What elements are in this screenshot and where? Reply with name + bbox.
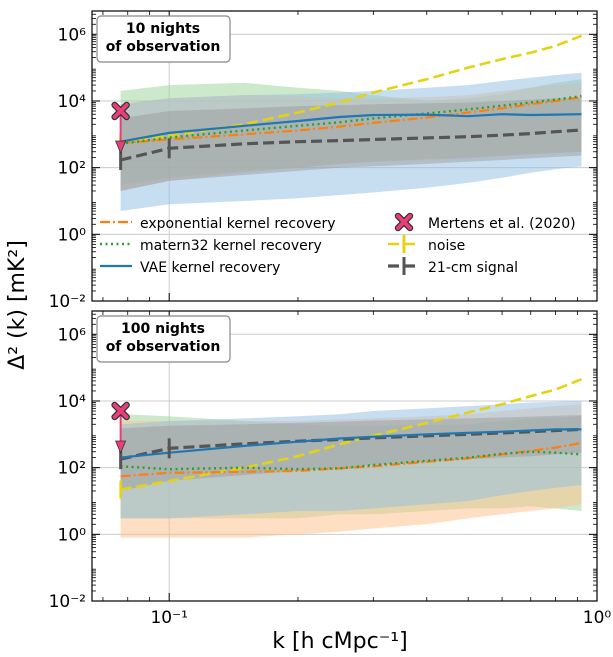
legend-item-noise: noise: [388, 235, 465, 254]
panel-title-box: [96, 15, 231, 63]
legend-item-matern: matern32 kernel recovery: [100, 238, 322, 254]
legend-label: matern32 kernel recovery: [140, 238, 322, 254]
series-line-signal: [120, 128, 582, 162]
mertens-arrow-head: [115, 140, 127, 155]
band-signal: [120, 98, 582, 191]
panel-title-line: 10 nights: [126, 21, 200, 37]
legend-label: Mertens et al. (2020): [428, 216, 576, 232]
mertens-arrow-head: [115, 440, 127, 455]
legend-item-signal: 21-cm signal: [388, 257, 518, 276]
y-tick-label: 10⁻²: [49, 592, 86, 612]
band-vae: [120, 72, 582, 211]
mertens-marker: [112, 103, 129, 120]
series-line-signal: [120, 427, 582, 461]
series-line-exp: [120, 441, 582, 478]
legend-item-vae: VAE kernel recovery: [100, 260, 280, 276]
series-line-matern: [120, 94, 582, 145]
y-tick-label: 10⁶: [58, 325, 87, 345]
panel-title-line: of observation: [106, 339, 221, 355]
series-line-vae: [120, 113, 582, 143]
panel-title-line: 100 nights: [121, 321, 205, 337]
series-line-matern: [120, 450, 582, 471]
y-tick-label: 10⁰: [58, 525, 87, 545]
y-tick-label: 10⁰: [58, 225, 87, 245]
plot-area: [111, 34, 582, 211]
series-line-exp: [120, 96, 582, 145]
legend: exponential kernel recovery matern32 kern…: [100, 212, 576, 276]
y-tick-label: 10²: [58, 159, 86, 179]
mertens-marker: [112, 403, 129, 420]
panel-title-line: of observation: [106, 39, 221, 55]
legend-label: VAE kernel recovery: [140, 260, 280, 276]
y-tick-label: 10⁶: [58, 25, 87, 45]
panel-frame: [91, 310, 598, 602]
panel-2: 10⁻² 10⁰ 10² 10⁴ 10⁶ 10⁻¹ 10⁰ 100 nights of obse…: [49, 310, 612, 628]
legend-label: noise: [428, 238, 465, 254]
legend-item-mertens: Mertens et al. (2020): [394, 212, 576, 232]
legend-label: exponential kernel recovery: [140, 216, 336, 232]
panel-1: 10⁻² 10⁰ 10² 10⁴ 10⁶ 10 nights of observation: [49, 10, 598, 312]
x-axis-label: k [h cMpc⁻¹]: [272, 629, 407, 654]
plot-area: [111, 377, 582, 538]
x-tick-label: 10⁻¹: [150, 608, 187, 628]
y-tick-label: 10²: [58, 459, 86, 479]
series-line-noise: [120, 377, 582, 491]
y-axis-label: Δ² (k) [mK²]: [5, 240, 30, 370]
legend-label: 21-cm signal: [428, 260, 518, 276]
y-tick-label: 10⁴: [58, 392, 87, 412]
legend-item-exp: exponential kernel recovery: [100, 216, 336, 232]
y-tick-label: 10⁻²: [49, 292, 86, 312]
legend-marker: [396, 214, 412, 230]
y-tick-label: 10⁴: [58, 92, 87, 112]
panel-title-box: [96, 315, 231, 363]
band-vae: [120, 401, 582, 519]
panel-frame: [91, 10, 598, 302]
x-tick-label: 10⁰: [583, 608, 612, 628]
series-line-vae: [120, 428, 582, 459]
